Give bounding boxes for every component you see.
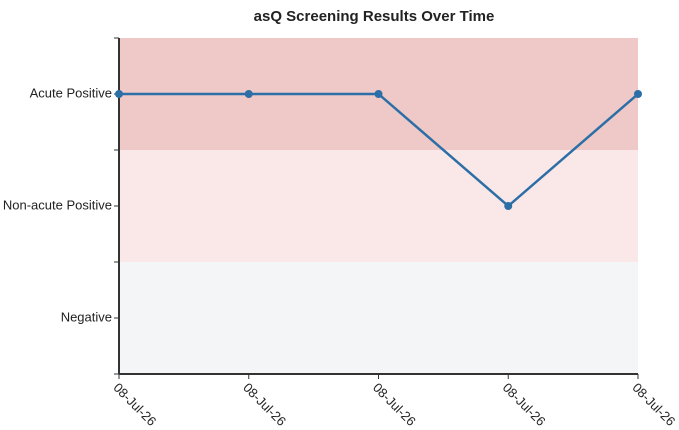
y-tick-label: Non-acute Positive [3, 197, 112, 212]
band [119, 150, 638, 262]
point [504, 202, 513, 210]
point [634, 90, 642, 98]
x-tick-label: 08-Jul-26 [500, 380, 549, 429]
x-tick-label: 08-Jul-26 [629, 380, 678, 429]
band [119, 262, 638, 374]
x-tick-label: 08-Jul-26 [370, 380, 419, 429]
point [115, 90, 123, 98]
point [374, 90, 383, 98]
chart-title: asQ Screening Results Over Time [254, 8, 495, 25]
x-tick-label: 08-Jul-26 [240, 380, 289, 429]
x-tick-label: 08-Jul-26 [110, 380, 159, 429]
y-tick-label: Negative [61, 309, 112, 324]
point [244, 90, 253, 98]
y-tick-label: Acute Positive [30, 85, 112, 100]
